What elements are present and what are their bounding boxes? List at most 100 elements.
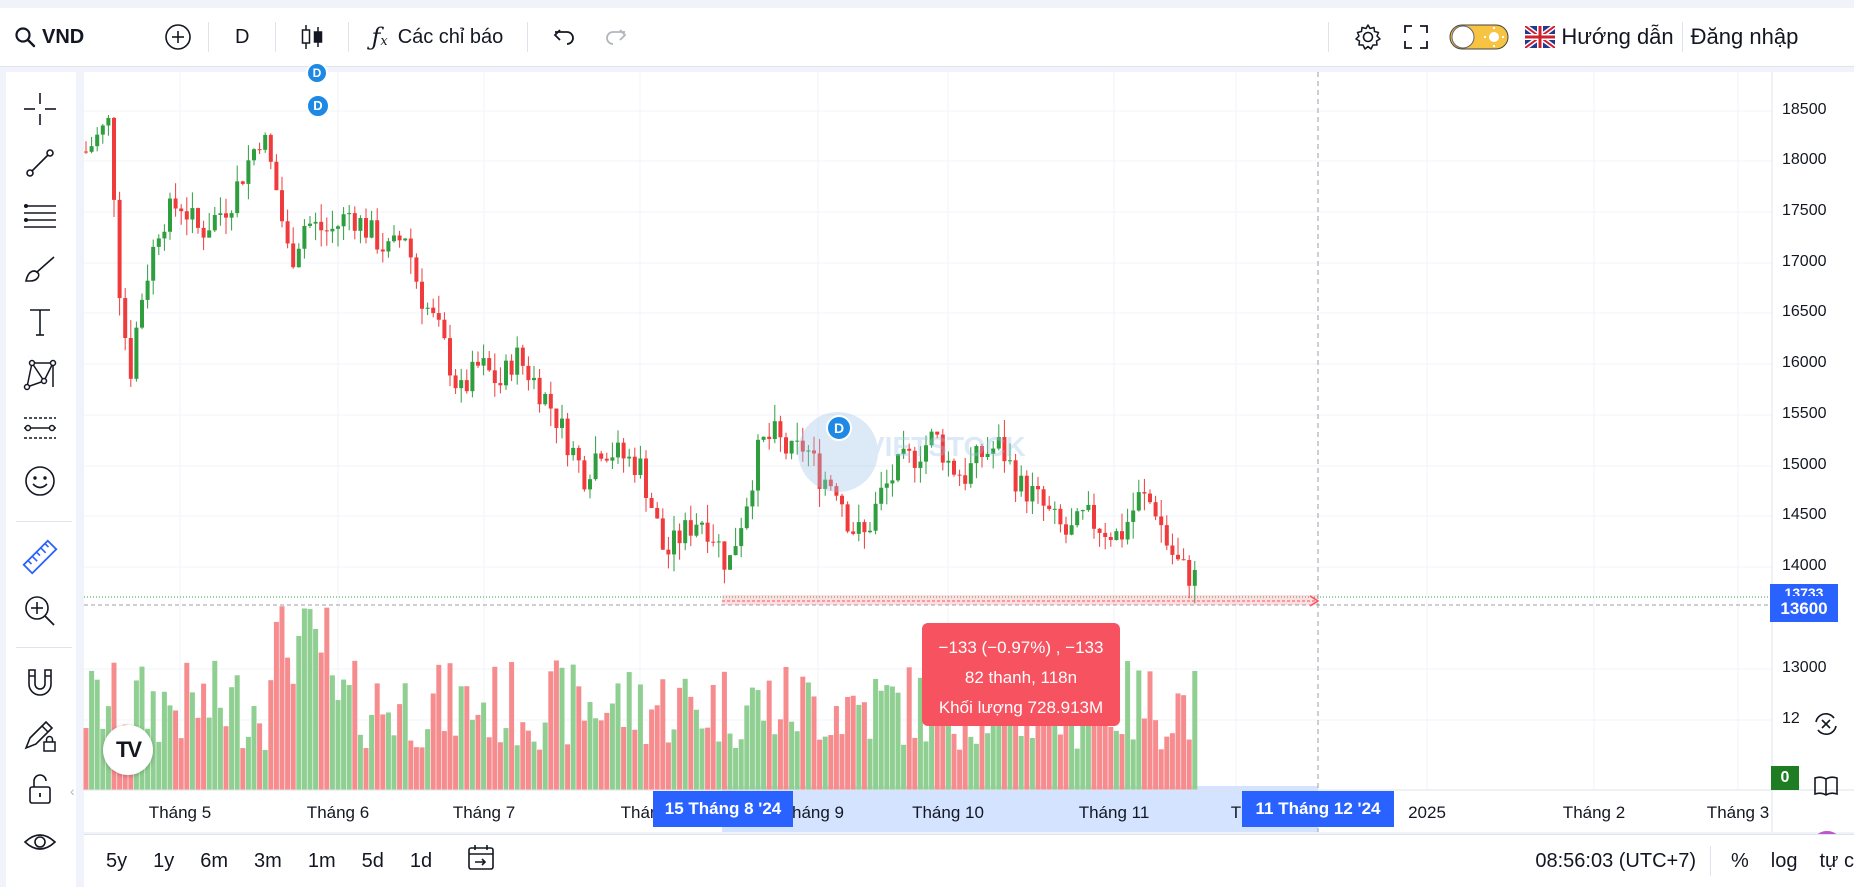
reset-scale-button[interactable] <box>1812 710 1840 738</box>
top-toolbar: VND D ƒx Các chỉ báo <box>0 8 1854 67</box>
emoji-tool[interactable] <box>20 461 60 501</box>
text-tool[interactable] <box>20 302 60 342</box>
volume-bar <box>889 686 895 790</box>
pattern-icon <box>23 359 57 391</box>
trend-line-tool[interactable] <box>20 143 60 183</box>
volume-bar <box>581 720 587 790</box>
candle-body <box>515 347 520 375</box>
login-button[interactable]: Đăng nhập <box>1691 8 1799 66</box>
timezone-clock[interactable]: 08:56:03 (UTC+7) <box>1535 850 1696 873</box>
drawing-toolbar <box>6 72 76 887</box>
volume-bar <box>598 720 604 790</box>
candle-body <box>744 506 749 529</box>
collapse-toolbar-button[interactable]: ‹ <box>70 776 82 806</box>
settings-button[interactable] <box>1353 8 1383 66</box>
range-end-badge: 11 Tháng 12 '24 <box>1242 791 1394 827</box>
range-button-5y[interactable]: 5y <box>106 849 128 872</box>
range-button-1y[interactable]: 1y <box>153 849 175 872</box>
tradingview-logo[interactable]: TV <box>103 725 153 775</box>
fib-lines-tool[interactable] <box>20 196 60 236</box>
candle-body <box>537 377 542 405</box>
candle-body <box>285 221 290 244</box>
range-button-1d[interactable]: 1d <box>409 849 433 872</box>
chart-type-button[interactable] <box>300 8 324 66</box>
candle-body <box>683 520 688 544</box>
hide-drawings-tool[interactable] <box>20 822 60 862</box>
magnet-tool[interactable] <box>20 663 60 703</box>
goto-date-button[interactable] <box>466 844 496 878</box>
toolbar-divider <box>348 22 350 52</box>
range-button-1m[interactable]: 1m <box>307 849 336 872</box>
pattern-tool[interactable] <box>20 355 60 395</box>
candle-body <box>604 458 609 461</box>
zoom-tool[interactable] <box>20 591 60 631</box>
volume-bar <box>1074 748 1080 790</box>
percent-scale-toggle[interactable]: % <box>1731 850 1749 873</box>
compare-button[interactable] <box>164 8 192 66</box>
crosshair-tool[interactable] <box>20 89 60 129</box>
brush-tool[interactable] <box>20 249 60 289</box>
volume-bar <box>677 687 683 790</box>
volume-bar <box>609 703 615 790</box>
candle-body <box>1030 486 1035 502</box>
range-button-6m[interactable]: 6m <box>200 849 229 872</box>
symbol-ticker: VND <box>42 25 85 48</box>
candle-body <box>240 181 245 184</box>
volume-bar <box>425 729 431 790</box>
auto-scale-toggle[interactable]: tự c <box>1819 850 1854 873</box>
candle-body <box>1013 460 1018 492</box>
symbol-search[interactable]: VND <box>14 8 144 66</box>
price-axis-label: 14000 <box>1782 557 1827 574</box>
forecast-tool[interactable] <box>20 408 60 448</box>
candle-body <box>386 241 391 252</box>
redo-icon <box>604 27 628 47</box>
dividend-marker[interactable]: D <box>306 94 330 118</box>
volume-bar <box>335 700 341 790</box>
volume-bar <box>587 702 593 790</box>
candle-body <box>884 483 889 488</box>
volume-bar <box>369 714 375 790</box>
candle-body <box>520 347 525 366</box>
ruler-icon <box>22 539 58 575</box>
fullscreen-button[interactable] <box>1403 8 1429 66</box>
volume-bar <box>509 662 515 790</box>
candle-body <box>218 213 223 215</box>
volume-bar <box>777 719 783 790</box>
candle-body <box>940 434 945 463</box>
undo-button[interactable] <box>552 8 576 66</box>
book-button[interactable] <box>1812 772 1840 800</box>
guide-button[interactable]: Hướng dẫn <box>1525 8 1674 66</box>
volume-bar <box>822 736 828 790</box>
candle-body <box>162 231 167 239</box>
volume-bar <box>755 690 761 790</box>
interval-button[interactable]: D <box>235 8 249 66</box>
volume-bar <box>621 727 627 790</box>
lock-drawing-tool[interactable] <box>20 716 60 756</box>
candle-body <box>778 421 783 438</box>
volume-bar <box>167 705 173 790</box>
time-axis-label: háng 9 <box>792 803 844 822</box>
candle-body <box>1181 559 1186 561</box>
log-scale-toggle[interactable]: log <box>1771 850 1798 873</box>
dividend-marker[interactable]: D <box>826 415 852 441</box>
candle-body <box>257 149 262 151</box>
range-button-5d[interactable]: 5d <box>361 849 384 872</box>
lock-all-tool[interactable] <box>20 769 60 809</box>
volume-bar <box>951 733 957 790</box>
dividend-marker-label: D <box>833 420 845 436</box>
redo-button[interactable] <box>604 8 628 66</box>
volume-bar <box>380 714 386 790</box>
theme-toggle[interactable] <box>1449 8 1509 66</box>
indicators-button[interactable]: ƒx Các chỉ báo <box>371 8 503 66</box>
search-icon <box>14 26 36 48</box>
price-axis-label: 18000 <box>1782 151 1827 168</box>
volume-bar <box>957 749 963 790</box>
candle-body <box>235 181 240 214</box>
candle-body <box>638 458 643 475</box>
dividend-marker[interactable]: D <box>306 62 328 84</box>
measure-tool[interactable] <box>20 537 60 577</box>
range-button-3m[interactable]: 3m <box>254 849 282 872</box>
volume-bar <box>1169 733 1175 790</box>
candle-body <box>341 214 346 227</box>
